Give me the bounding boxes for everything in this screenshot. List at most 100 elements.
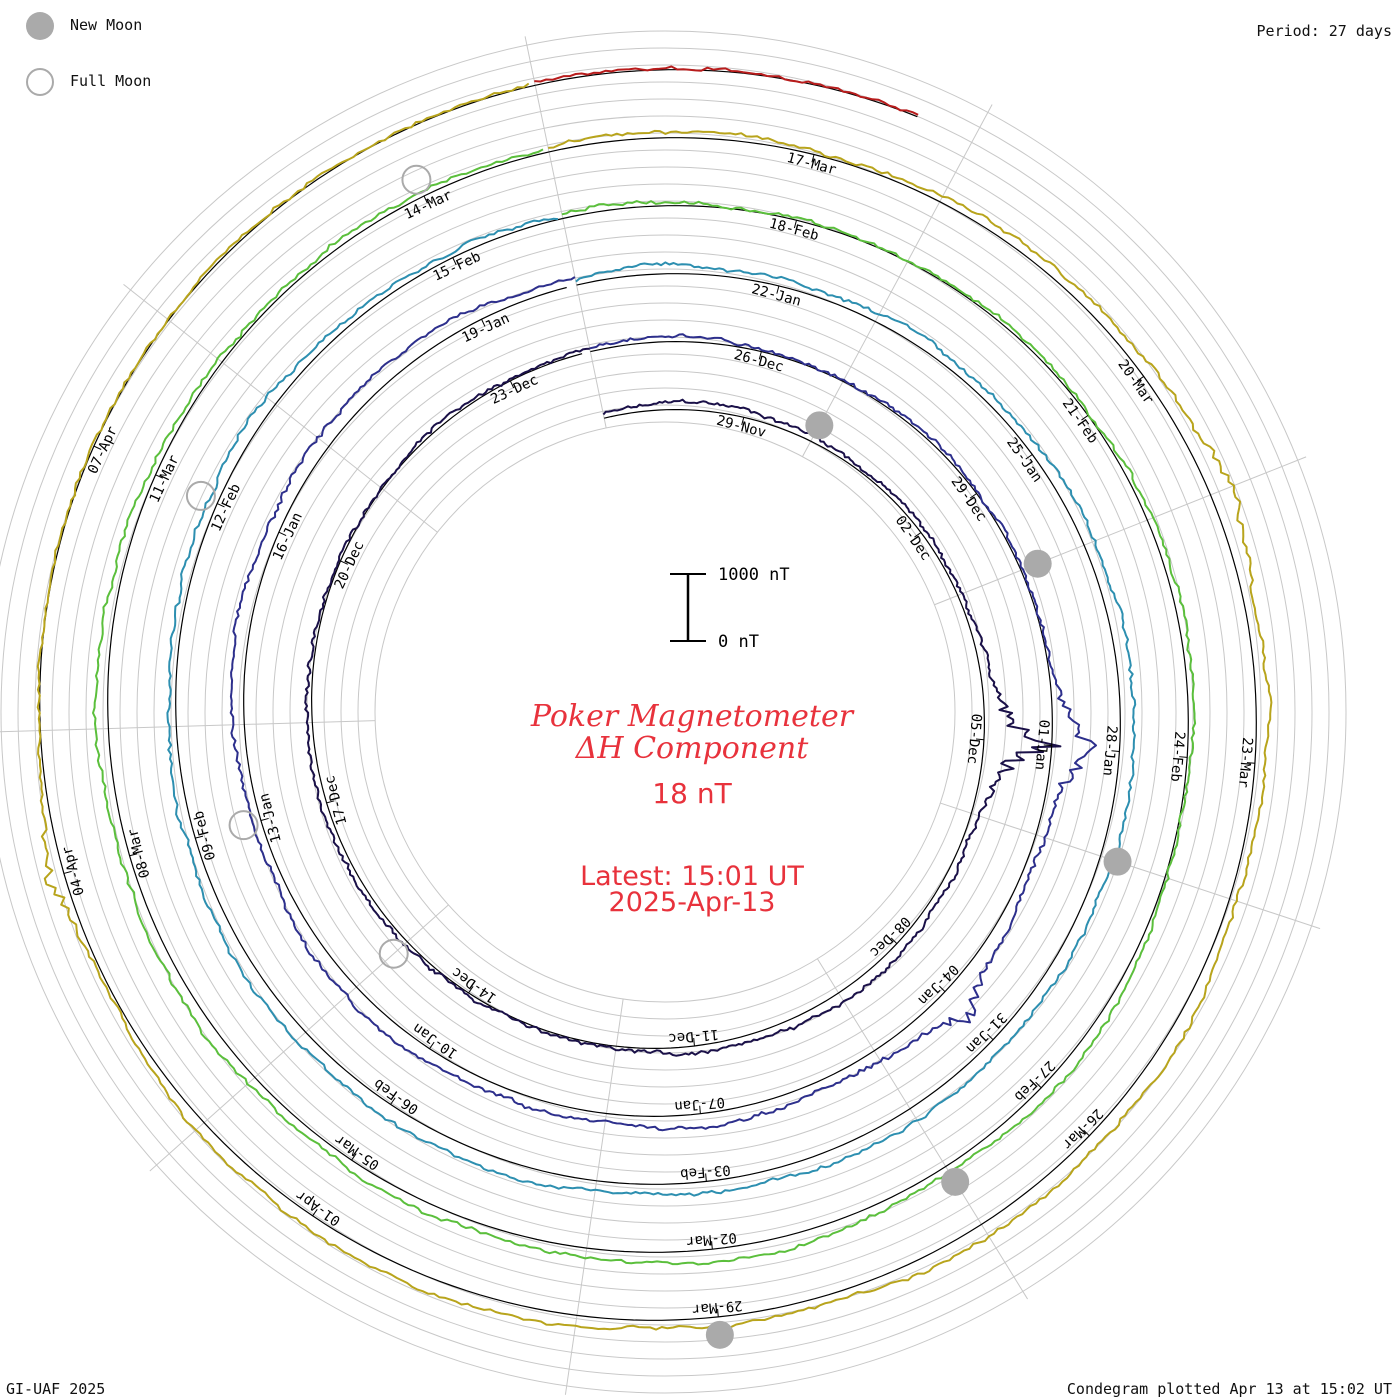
full-moon-icon: [26, 68, 54, 96]
new-moon-marker: [1023, 549, 1052, 578]
date-tick: [260, 817, 269, 822]
grid-ring: [272, 319, 1058, 1105]
tick-label: 24-Feb: [1167, 731, 1187, 783]
scale-top-label: 1000 nT: [718, 565, 790, 585]
tick-label: 28-Jan: [1099, 725, 1119, 777]
grid-ring: [204, 251, 1126, 1173]
date-tick: [890, 937, 898, 944]
grid-spoke: [802, 104, 993, 457]
date-tick: [1136, 376, 1144, 382]
date-tick: [741, 417, 745, 426]
date-tick: [1035, 1081, 1042, 1089]
grid-spoke: [524, 36, 607, 429]
date-tick: [429, 1041, 435, 1049]
tick-label: 02-Dec: [892, 513, 934, 564]
date-tick: [93, 445, 102, 450]
tick-label: 16-Jan: [270, 510, 306, 563]
baseline-rotation-1: [310, 353, 986, 1050]
plotted-label: Condegram plotted Apr 13 at 15:02 UT: [1066, 1380, 1392, 1398]
date-tick: [1179, 756, 1188, 758]
date-tick: [975, 738, 984, 741]
date-tick: [423, 195, 428, 204]
moons: [185, 164, 1132, 1349]
new-moon-marker: [1103, 847, 1132, 876]
date-tick: [711, 1241, 713, 1250]
date-tick: [340, 560, 348, 565]
grid-ring: [170, 217, 1160, 1207]
grid-spoke: [123, 283, 438, 533]
full-moon-marker: [401, 164, 432, 195]
date-tick: [914, 532, 922, 538]
date-tick: [326, 800, 335, 804]
date-tick: [758, 351, 762, 360]
date-tick: [351, 1153, 357, 1161]
center-text: Poker Magnetometer ΔH Component 18 nT La…: [530, 699, 855, 918]
chart-title-line1: Poker Magnetometer: [530, 699, 855, 734]
tick-label: 11-Mar: [147, 453, 183, 506]
full-moon-marker: [378, 938, 409, 969]
tick-label: 25-Jan: [1003, 435, 1045, 486]
date-tick: [217, 503, 225, 508]
trace-rotation-1: [304, 347, 1062, 1057]
grid-ring: [136, 183, 1194, 1241]
tick-label: 01-Jan: [1032, 719, 1052, 771]
grid-spoke: [934, 456, 1307, 606]
grid-spoke: [149, 904, 449, 1172]
new-moon-marker: [805, 411, 834, 440]
date-tick: [969, 493, 977, 499]
credit-label: GI-UAF 2025: [6, 1380, 106, 1398]
legend-new-moon-label: New Moon: [70, 16, 143, 34]
trace-rotation-2: [229, 276, 1097, 1132]
date-tick: [1081, 415, 1089, 421]
date-tick: [1111, 750, 1120, 752]
trace-rotation-5: [36, 82, 1273, 1331]
date-tick: [699, 1105, 701, 1114]
baseline-rotation-4: [107, 151, 1189, 1253]
date-tick: [452, 257, 457, 266]
grid-ring: [221, 268, 1109, 1156]
date-tick: [717, 1308, 719, 1317]
tick-label: 05-Dec: [964, 713, 984, 765]
traces: [36, 65, 1273, 1331]
trace-rotation-6: [534, 65, 919, 116]
date-tick: [1246, 762, 1255, 764]
grid-ring: [238, 285, 1092, 1139]
new-moon-marker: [705, 1320, 734, 1349]
current-value: 18 nT: [652, 777, 732, 810]
tick-label: 11-Dec: [668, 1026, 720, 1046]
chart-title-line2: ΔH Component: [575, 731, 809, 766]
grid-ring: [34, 81, 1296, 1343]
date-tick: [1083, 1129, 1090, 1137]
date-tick: [468, 986, 474, 994]
date-tick: [1025, 454, 1033, 460]
grid-spoke: [0, 720, 376, 733]
trace-rotation-3: [166, 217, 1137, 1197]
latest-date: 2025-Apr-13: [609, 887, 776, 918]
date-tick: [793, 220, 797, 229]
date-tick: [811, 154, 815, 163]
date-tick: [987, 1033, 994, 1041]
date-tick: [481, 319, 486, 327]
date-tick: [390, 1097, 396, 1105]
date-tick: [312, 1208, 318, 1217]
date-tick: [129, 853, 138, 857]
date-tick: [938, 985, 946, 992]
tick-label: 03-Feb: [680, 1161, 732, 1181]
grid-ring: [119, 166, 1211, 1258]
grid-ring: [0, 47, 1330, 1377]
grid-spoke: [816, 958, 1029, 1300]
trace-rotation-4: [92, 148, 1197, 1266]
grid-ring: [0, 30, 1347, 1394]
grid-spoke: [564, 998, 624, 1395]
full-moon-marker: [185, 480, 216, 511]
scale-bar: 1000 nT 0 nT: [670, 565, 790, 652]
baseline-rotation-3: [175, 217, 1121, 1185]
grid-ring: [340, 387, 990, 1037]
grid-ring: [102, 149, 1228, 1275]
scale-bottom-label: 0 nT: [718, 632, 759, 652]
latest-time: Latest: 15:01 UT: [580, 861, 804, 892]
tick-label: 29-Mar: [691, 1297, 743, 1317]
tick-label: 23-Mar: [1235, 737, 1255, 789]
date-tick: [509, 380, 515, 389]
